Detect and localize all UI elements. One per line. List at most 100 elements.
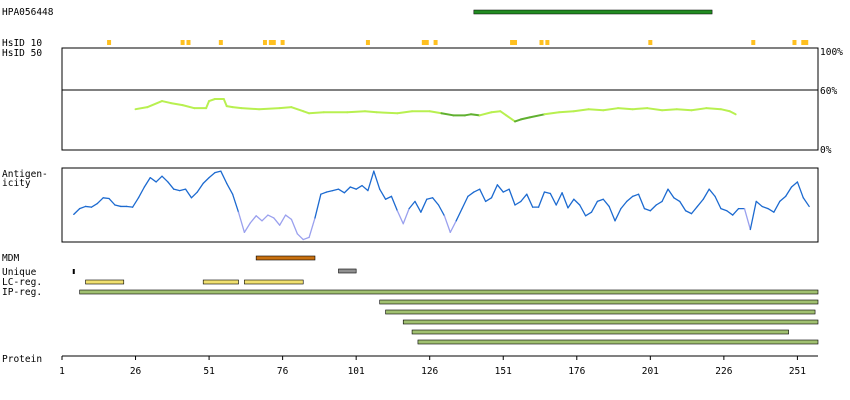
antigenicity-segment-18 (179, 188, 187, 192)
antigenicity-segment-32 (261, 214, 269, 222)
hsid10-mark-14 (539, 40, 544, 45)
antigenicity-segment-22 (202, 176, 210, 185)
identity-segment-2 (161, 100, 172, 105)
antigenicity-segment-115 (749, 200, 757, 231)
antigenicity-segment-11 (137, 186, 146, 199)
antigenicity-segment-33 (267, 214, 275, 219)
identity-segment-48 (719, 108, 731, 113)
antigenicity-segment-67 (467, 191, 475, 198)
antigenicity-series (73, 170, 810, 241)
antigenicity-segment-66 (461, 195, 469, 210)
antigenicity-segment-116 (755, 200, 763, 208)
x-tick-label-10: 251 (789, 366, 806, 377)
antigenicity-segment-95 (632, 193, 640, 198)
antigenicity-segment-45 (337, 188, 346, 194)
hsid10-mark-8 (365, 40, 370, 45)
x-tick-label-1: 26 (130, 366, 142, 377)
antigenicity-segment-64 (449, 220, 457, 234)
antigenicity-segment-84 (567, 198, 575, 209)
antigenicity-segment-19 (184, 188, 193, 199)
antigenicity-segment-27 (231, 193, 240, 213)
identity-segment-46 (690, 107, 708, 112)
hsid10-mark-17 (751, 40, 756, 45)
antigenicity-segment-72 (496, 184, 504, 193)
antigenicity-segment-7 (114, 204, 122, 208)
antibody-name: HPA056448 (2, 7, 54, 18)
lcreg-bar-1 (202, 279, 239, 285)
x-tick-label-8: 201 (642, 366, 659, 377)
antigenicity-segment-100 (661, 188, 669, 203)
antigenicity-segment-109 (714, 195, 722, 210)
antigenicity-segment-24 (214, 170, 222, 174)
identity-segment-45 (675, 108, 693, 112)
ipreg-bar-0 (79, 289, 819, 295)
antigenicity-segment-103 (679, 200, 687, 212)
antigenicity-segment-9 (126, 205, 134, 208)
antigenicity-segment-89 (596, 198, 604, 203)
identity-segment-0 (134, 106, 149, 111)
hsid10-mark-9 (421, 40, 426, 45)
antigenicity-segment-123 (796, 181, 804, 199)
protein-label: Protein (2, 354, 42, 365)
x-tick-label-9: 226 (715, 366, 732, 377)
hsid10-mark-1 (180, 40, 185, 45)
identity-segment-12 (240, 107, 261, 111)
antigenicity-segment-85 (573, 198, 581, 206)
ipreg-bar-3 (402, 319, 819, 325)
antigenicity-segment-94 (626, 195, 634, 203)
antigenicity-segment-63 (443, 215, 451, 234)
hsid10-mark-18 (792, 40, 797, 45)
antigenicity-segment-82 (555, 192, 563, 206)
antigenicity-segment-65 (455, 207, 463, 222)
hsid10-mark-2 (186, 40, 191, 45)
antigenicity-segment-71 (490, 184, 499, 199)
hsid10-mark-13 (513, 40, 518, 45)
antigenicity-label-line2: icity (2, 178, 31, 189)
identity-segment-39 (587, 108, 605, 112)
antigenicity-segment-98 (649, 204, 657, 212)
antigenicity-segment-25 (220, 170, 228, 185)
antigenicity-segment-124 (802, 197, 810, 208)
antigenicity-segment-47 (349, 186, 357, 190)
hsid10-mark-6 (271, 40, 276, 45)
antigenicity-segment-1 (78, 205, 87, 210)
x-tick-label-4: 101 (348, 366, 365, 377)
feature-tracks (72, 255, 819, 345)
ipreg-bar-4 (411, 329, 789, 335)
antigenicity-segment-13 (149, 176, 157, 183)
antigenicity-segment-56 (402, 207, 410, 225)
antigenicity-segment-28 (237, 211, 246, 234)
antigenicity-segment-117 (761, 205, 769, 210)
antigenicity-segment-120 (779, 195, 787, 203)
antigenicity-segment-69 (479, 188, 487, 203)
identity-segment-24 (428, 110, 443, 115)
antigenicity-segment-16 (167, 181, 175, 190)
hsid50-label: HsID 50 (2, 48, 42, 59)
antigenicity-segment-114 (743, 207, 751, 231)
antigenicity-segment-15 (161, 175, 169, 183)
antigenicity-segment-73 (502, 188, 510, 193)
hsid10-mark-16 (648, 40, 653, 45)
antigenicity-segment-87 (584, 211, 593, 217)
mdm-bar-0 (255, 255, 316, 261)
hsid10-mark-7 (280, 40, 285, 45)
antigenicity-segment-59 (420, 198, 428, 213)
hsid-marks (107, 40, 809, 45)
identity-segment-37 (558, 110, 575, 114)
identity-segment-1 (146, 100, 164, 109)
antigenicity-segment-90 (602, 198, 610, 208)
unique-label: Unique (2, 267, 37, 278)
identity-segment-11 (231, 106, 243, 110)
hsid10-mark-19 (801, 40, 806, 45)
antigenicity-segment-86 (579, 204, 587, 217)
identity-segment-28 (469, 113, 481, 117)
antigenicity-segment-80 (543, 191, 551, 195)
hsid10-mark-3 (218, 40, 223, 45)
identity-segment-35 (528, 113, 546, 119)
antigenicity-segment-2 (84, 205, 93, 208)
antigenicity-segment-26 (226, 182, 234, 195)
hsid10-mark-10 (424, 40, 429, 45)
antigenicity-segment-118 (767, 207, 775, 213)
antigenicity-segment-10 (131, 197, 140, 208)
